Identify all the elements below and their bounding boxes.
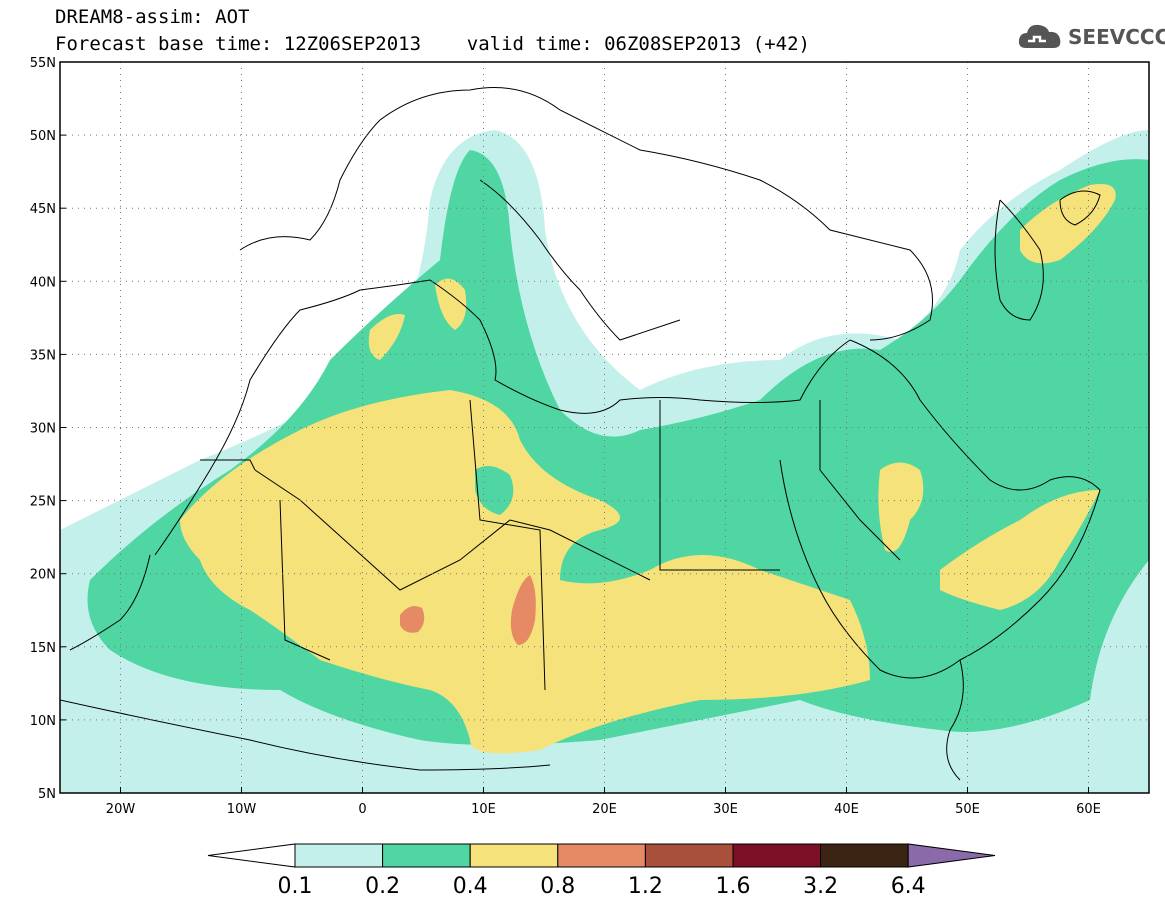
lat-tick-label: 35N [30,348,56,363]
colorbar-segment [557,843,646,868]
chart-title: DREAM8-assim: AOT [55,6,250,28]
lon-tick-label: 20W [106,802,136,817]
lat-tick-label: 55N [30,56,56,71]
colorbar-segment [382,843,471,868]
colorbar-segment [294,843,384,868]
colorbar-level-label: 0.2 [365,874,400,899]
lat-tick-label: 30N [30,422,56,437]
logo-text: SEEVCCC [1068,25,1165,49]
aot-level-0.4-morocco [368,314,405,360]
lon-tick-label: 30E [713,802,738,817]
lat-tick-label: 10N [30,714,56,729]
cloud-icon [1018,24,1061,48]
colorbar-level-label: 0.1 [278,874,313,899]
aot-contours [60,130,1149,793]
aot-level-0.8-chad [510,575,536,645]
colorbar-segment [644,843,734,868]
colorbar-level-label: 0.8 [540,874,575,899]
lon-tick-label: 60E [1076,802,1101,817]
lat-tick-label: 50N [30,129,56,144]
seevccc-logo: SEEVCCC [1016,20,1165,60]
lat-tick-label: 15N [30,641,56,656]
colorbar-under-arrow [207,843,296,868]
aot-level-0.4-arabia [940,490,1100,610]
lat-tick-label: 5N [38,787,56,802]
lat-tick-label: 45N [30,202,56,217]
aot-level-0.4-saudi [878,462,924,552]
lat-tick-label: 20N [30,568,56,583]
colorbar-segment [820,843,909,868]
forecast-time-line: Forecast base time: 12Z06SEP2013 valid t… [55,33,810,55]
aot-level-0.2-hole [475,466,514,515]
aot-level-0.1-south [60,680,1149,793]
colorbar-level-label: 3.2 [803,874,838,899]
aot-level-0.4-sardinia [435,278,467,330]
lon-tick-label: 0 [358,802,366,817]
aot-level-0.8-niger [400,606,425,633]
colorbar-segment [732,843,822,868]
lat-tick-label: 25N [30,495,56,510]
lon-tick-label: 40E [834,802,859,817]
colorbar-level-label: 6.4 [891,874,926,899]
lat-tick-label: 40N [30,275,56,290]
lon-tick-label: 20E [592,802,617,817]
lon-tick-label: 10W [227,802,257,817]
axis-ticks: 55N 50N 45N 40N 35N 30N 25N 20N 15N 10N 5N 20W 10W 0 1… [30,56,1101,817]
colorbar-level-label: 1.2 [628,874,663,899]
aot-level-0.4-sahara [180,390,870,754]
colorbar-segment [469,843,559,868]
coastlines [60,87,1101,781]
lon-tick-label: 50E [955,802,980,817]
colorbar-level-label: 0.4 [453,874,488,899]
aot-level-0.4-caspian [1020,184,1116,264]
lon-tick-label: 10E [471,802,496,817]
colorbar-over-arrow [907,843,996,868]
colorbar-level-label: 1.6 [716,874,751,899]
